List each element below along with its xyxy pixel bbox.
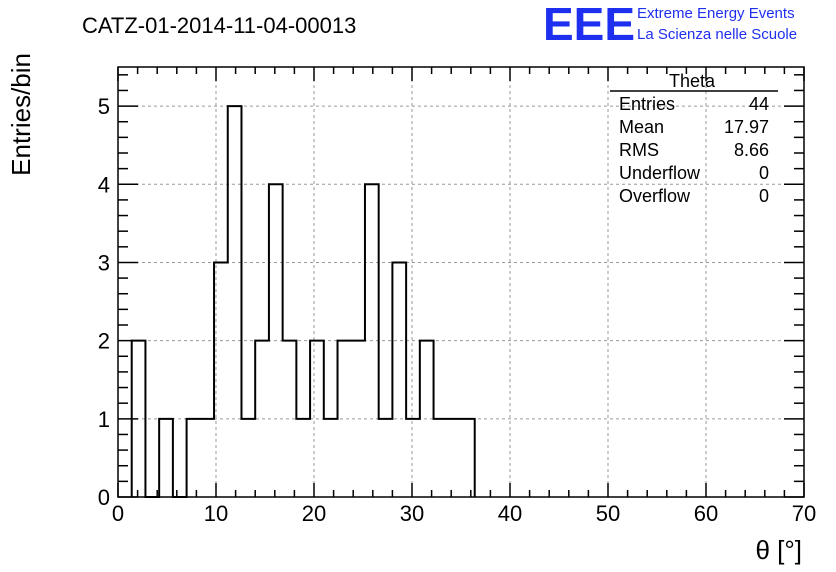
histogram-bar xyxy=(392,262,406,497)
stats-value-overflow: 0 xyxy=(759,186,769,206)
histogram-bar xyxy=(324,419,338,497)
x-axis-label: θ [°] xyxy=(755,535,802,565)
histogram-bar xyxy=(187,419,201,497)
stats-label-underflow: Underflow xyxy=(619,163,701,183)
stats-value-mean: 17.97 xyxy=(724,117,769,137)
logo-line2: La Scienza nelle Scuole xyxy=(637,26,797,43)
y-tick-label: 4 xyxy=(98,172,110,197)
histogram-bar xyxy=(379,419,393,497)
x-tick-label: 50 xyxy=(596,501,620,526)
histogram-bar xyxy=(200,419,214,497)
tick-labels: 0 10 20 30 40 50 60 70 0 1 2 3 4 5 xyxy=(98,94,816,526)
y-axis-label: Entries/bin xyxy=(6,53,36,176)
x-tick-label: 10 xyxy=(204,501,228,526)
stats-label-overflow: Overflow xyxy=(619,186,691,206)
histogram-bar xyxy=(228,106,242,497)
grid-lines xyxy=(118,67,804,497)
x-tick-label: 40 xyxy=(498,501,522,526)
stats-value-underflow: 0 xyxy=(759,163,769,183)
x-tick-label: 70 xyxy=(792,501,816,526)
y-tick-label: 3 xyxy=(98,250,110,275)
x-tick-label: 60 xyxy=(694,501,718,526)
x-tick-label: 30 xyxy=(400,501,424,526)
y-tick-label: 0 xyxy=(98,485,110,510)
stats-value-entries: 44 xyxy=(749,94,769,114)
histogram-outline xyxy=(130,105,476,498)
histogram-bar xyxy=(338,341,352,497)
eee-logo: EEE Extreme Energy Events La Scienza nel… xyxy=(543,0,797,50)
histogram-bar xyxy=(461,419,475,497)
y-tick-label: 2 xyxy=(98,329,110,354)
stats-label-rms: RMS xyxy=(619,140,659,160)
y-tick-label: 5 xyxy=(98,94,110,119)
logo-line1: Extreme Energy Events xyxy=(637,5,795,22)
plot-frame xyxy=(117,66,805,498)
stats-title: Theta xyxy=(669,71,716,91)
x-tick-label: 20 xyxy=(302,501,326,526)
histogram-bar xyxy=(241,419,255,497)
histogram-bar xyxy=(434,419,448,497)
histogram-bars xyxy=(132,106,475,497)
histogram-bar xyxy=(406,419,420,497)
y-tick-label: 1 xyxy=(98,407,110,432)
histogram-bar xyxy=(159,419,173,497)
stats-label-mean: Mean xyxy=(619,117,664,137)
axis-ticks xyxy=(117,67,805,498)
histogram-bar xyxy=(447,419,461,497)
logo-mark: EEE xyxy=(543,0,635,50)
x-tick-label: 0 xyxy=(112,501,124,526)
stats-box: Theta Entries 44 Mean 17.97 RMS 8.66 Und… xyxy=(610,71,778,206)
chart-title: CATZ-01-2014-11-04-00013 xyxy=(82,13,356,38)
stats-value-rms: 8.66 xyxy=(734,140,769,160)
histogram-bar xyxy=(296,419,310,497)
stats-label-entries: Entries xyxy=(619,94,675,114)
